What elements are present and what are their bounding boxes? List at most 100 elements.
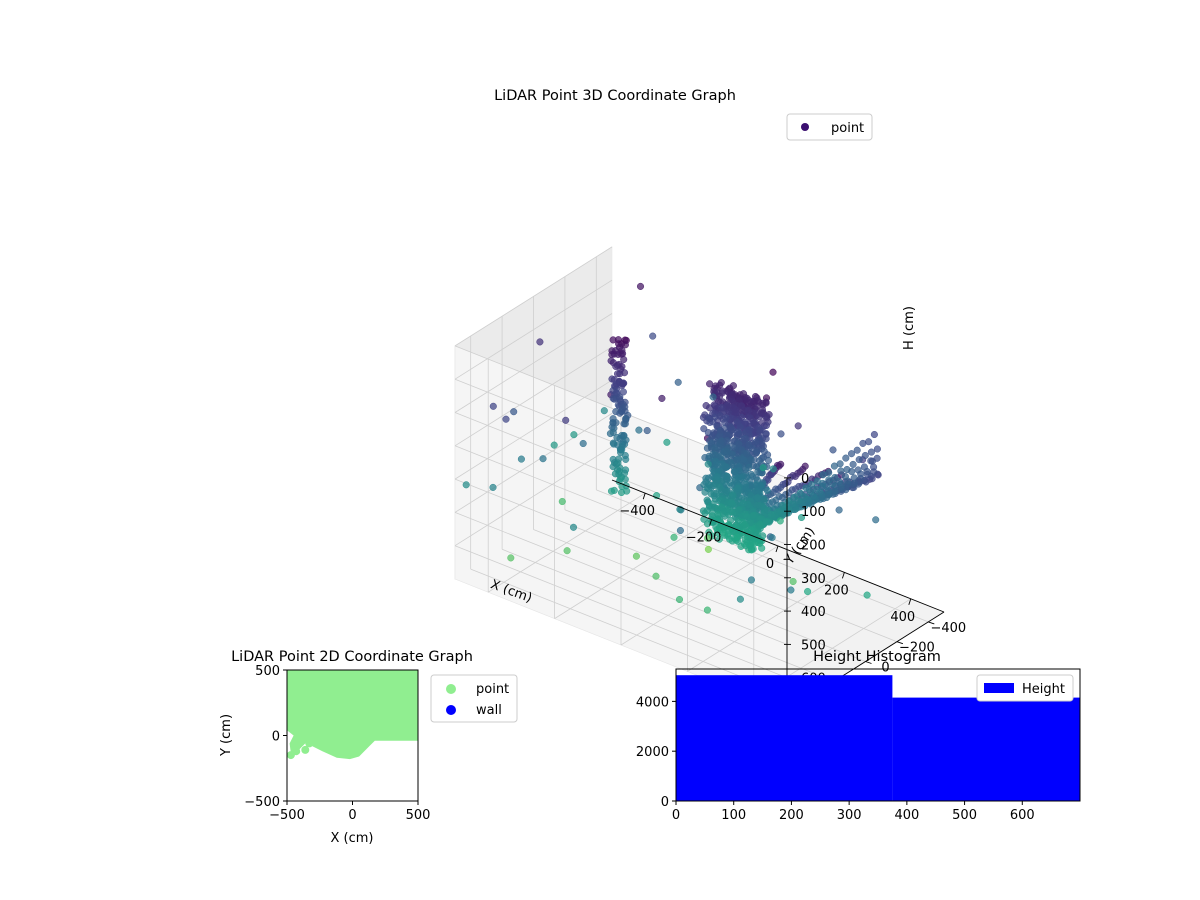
chart-3d-point xyxy=(762,518,770,526)
chart-3d-point xyxy=(649,332,657,340)
chart-2d-legend-label-point: point xyxy=(476,682,509,697)
chart-3d-point xyxy=(622,415,630,423)
chart-3d-point xyxy=(621,451,629,460)
chart-3d-point xyxy=(713,473,721,481)
chart-3d-point xyxy=(847,450,856,458)
chart-3d-point xyxy=(808,481,816,489)
chart-3d-point xyxy=(717,379,725,387)
chart-3d-point xyxy=(510,408,518,416)
chart-3d-point xyxy=(569,523,578,531)
chart-3d-point xyxy=(704,460,712,468)
chart-3d-point xyxy=(607,487,616,495)
chart-3d-point xyxy=(855,456,863,464)
chart-3d-point xyxy=(861,451,869,460)
chart-3d-point xyxy=(831,473,839,482)
chart-3d-point xyxy=(711,402,719,410)
chart-3d-point xyxy=(763,486,771,494)
chart-3d-point xyxy=(762,413,770,421)
chart-3d-point xyxy=(860,463,868,471)
chart-3d-x-tick xyxy=(709,519,713,526)
chart-histogram-x-tick-label: 500 xyxy=(952,808,977,823)
chart-3d-point xyxy=(539,455,547,463)
chart-2d-point-dot xyxy=(301,745,310,754)
chart-3d-x-tick xyxy=(908,598,912,605)
chart-3d-point xyxy=(789,577,797,586)
chart-2d-legend-marker-point xyxy=(446,684,456,694)
chart-3d-x-tick xyxy=(775,545,779,553)
chart-3d-point xyxy=(794,422,802,430)
chart-3d-point xyxy=(614,336,622,344)
chart-3d-point xyxy=(563,547,571,555)
chart-histogram-x-tick-label: 0 xyxy=(672,808,680,823)
chart-3d-point xyxy=(753,494,761,502)
chart-3d-point xyxy=(709,393,717,401)
chart-2d-point-area xyxy=(287,670,418,760)
chart-3d-point xyxy=(489,483,497,491)
chart-histogram-legend-swatch xyxy=(984,683,1014,693)
chart-3d-point xyxy=(703,496,711,504)
chart-3d-point xyxy=(762,399,770,407)
chart-3d-point xyxy=(865,438,873,446)
chart-3d-y-tick-label: 0 xyxy=(881,661,889,676)
chart-3d-point xyxy=(873,454,881,462)
chart-3d-point xyxy=(735,440,743,448)
chart-3d-point xyxy=(616,393,624,401)
chart-2d-y-tick-label: −500 xyxy=(244,795,280,810)
chart-3d-point xyxy=(853,446,861,454)
chart-histogram-y-tick-label: 2000 xyxy=(636,745,669,760)
chart-3d-point xyxy=(739,499,747,507)
chart-3d-title: LiDAR Point 3D Coordinate Graph xyxy=(494,88,736,104)
chart-3d-point xyxy=(813,477,821,485)
chart-3d-y-tick xyxy=(865,661,872,664)
chart-3d-grid-y-floor xyxy=(596,489,929,623)
chart-3d-point xyxy=(620,379,628,387)
chart-3d-point xyxy=(745,426,753,434)
chart-2d-y-tick-label: 500 xyxy=(255,664,280,679)
chart-2d-title: LiDAR Point 2D Coordinate Graph xyxy=(231,649,473,665)
chart-3d-point xyxy=(777,430,785,438)
chart-3d-point xyxy=(636,282,645,290)
chart-3d-point xyxy=(727,499,735,507)
chart-3d-point xyxy=(738,474,746,482)
chart-2d-legend-marker-wall xyxy=(446,705,456,715)
chart-3d-point xyxy=(769,368,777,376)
chart-3d-point xyxy=(769,465,777,473)
chart-histogram-bar xyxy=(676,675,893,801)
chart-3d-legend: point xyxy=(786,113,873,141)
chart-3d-point xyxy=(562,416,570,424)
chart-3d-point xyxy=(612,419,620,427)
chart-3d-point xyxy=(729,382,737,390)
chart-3d-point xyxy=(787,586,795,594)
chart-3d-point xyxy=(609,428,617,437)
chart-3d-point xyxy=(621,403,629,411)
chart-3d-point xyxy=(723,437,731,445)
chart-3d-point xyxy=(825,476,833,484)
chart-3d-y-tick xyxy=(896,641,904,645)
chart-3d-point xyxy=(613,370,622,378)
chart-3d-point xyxy=(756,426,764,434)
chart-3d-point xyxy=(742,480,750,488)
chart-3d-grid-z-left xyxy=(454,246,613,347)
chart-3d-y-tick xyxy=(928,621,935,625)
chart-3d-y-tick-label: −200 xyxy=(899,641,935,656)
chart-3d-x-tick-label: 400 xyxy=(890,610,915,625)
chart-histogram-ticks: 0 100 200 300 400 500 600 0 2000 4000 xyxy=(636,695,1035,823)
chart-3d-point xyxy=(620,369,629,377)
chart-3d-point xyxy=(734,506,742,515)
chart-3d-point xyxy=(759,464,767,472)
chart-3d-point xyxy=(762,421,770,430)
chart-3d-point xyxy=(732,406,740,414)
chart-2d-legend-label-wall: wall xyxy=(476,703,502,718)
chart-3d: LiDAR Point 3D Coordinate Graph −400 −200… xyxy=(454,88,966,712)
chart-3d-point xyxy=(747,456,755,464)
chart-3d-point xyxy=(742,435,750,443)
chart-3d-point xyxy=(863,591,871,599)
chart-3d-point xyxy=(776,517,784,525)
chart-3d-point xyxy=(743,513,751,521)
chart-2d-point-dot xyxy=(305,739,314,748)
chart-3d-point xyxy=(806,488,815,496)
chart-3d-zlabel: H (cm) xyxy=(902,306,917,350)
chart-2d-y-tick-label: 0 xyxy=(272,730,280,745)
chart-3d-point xyxy=(706,380,714,388)
